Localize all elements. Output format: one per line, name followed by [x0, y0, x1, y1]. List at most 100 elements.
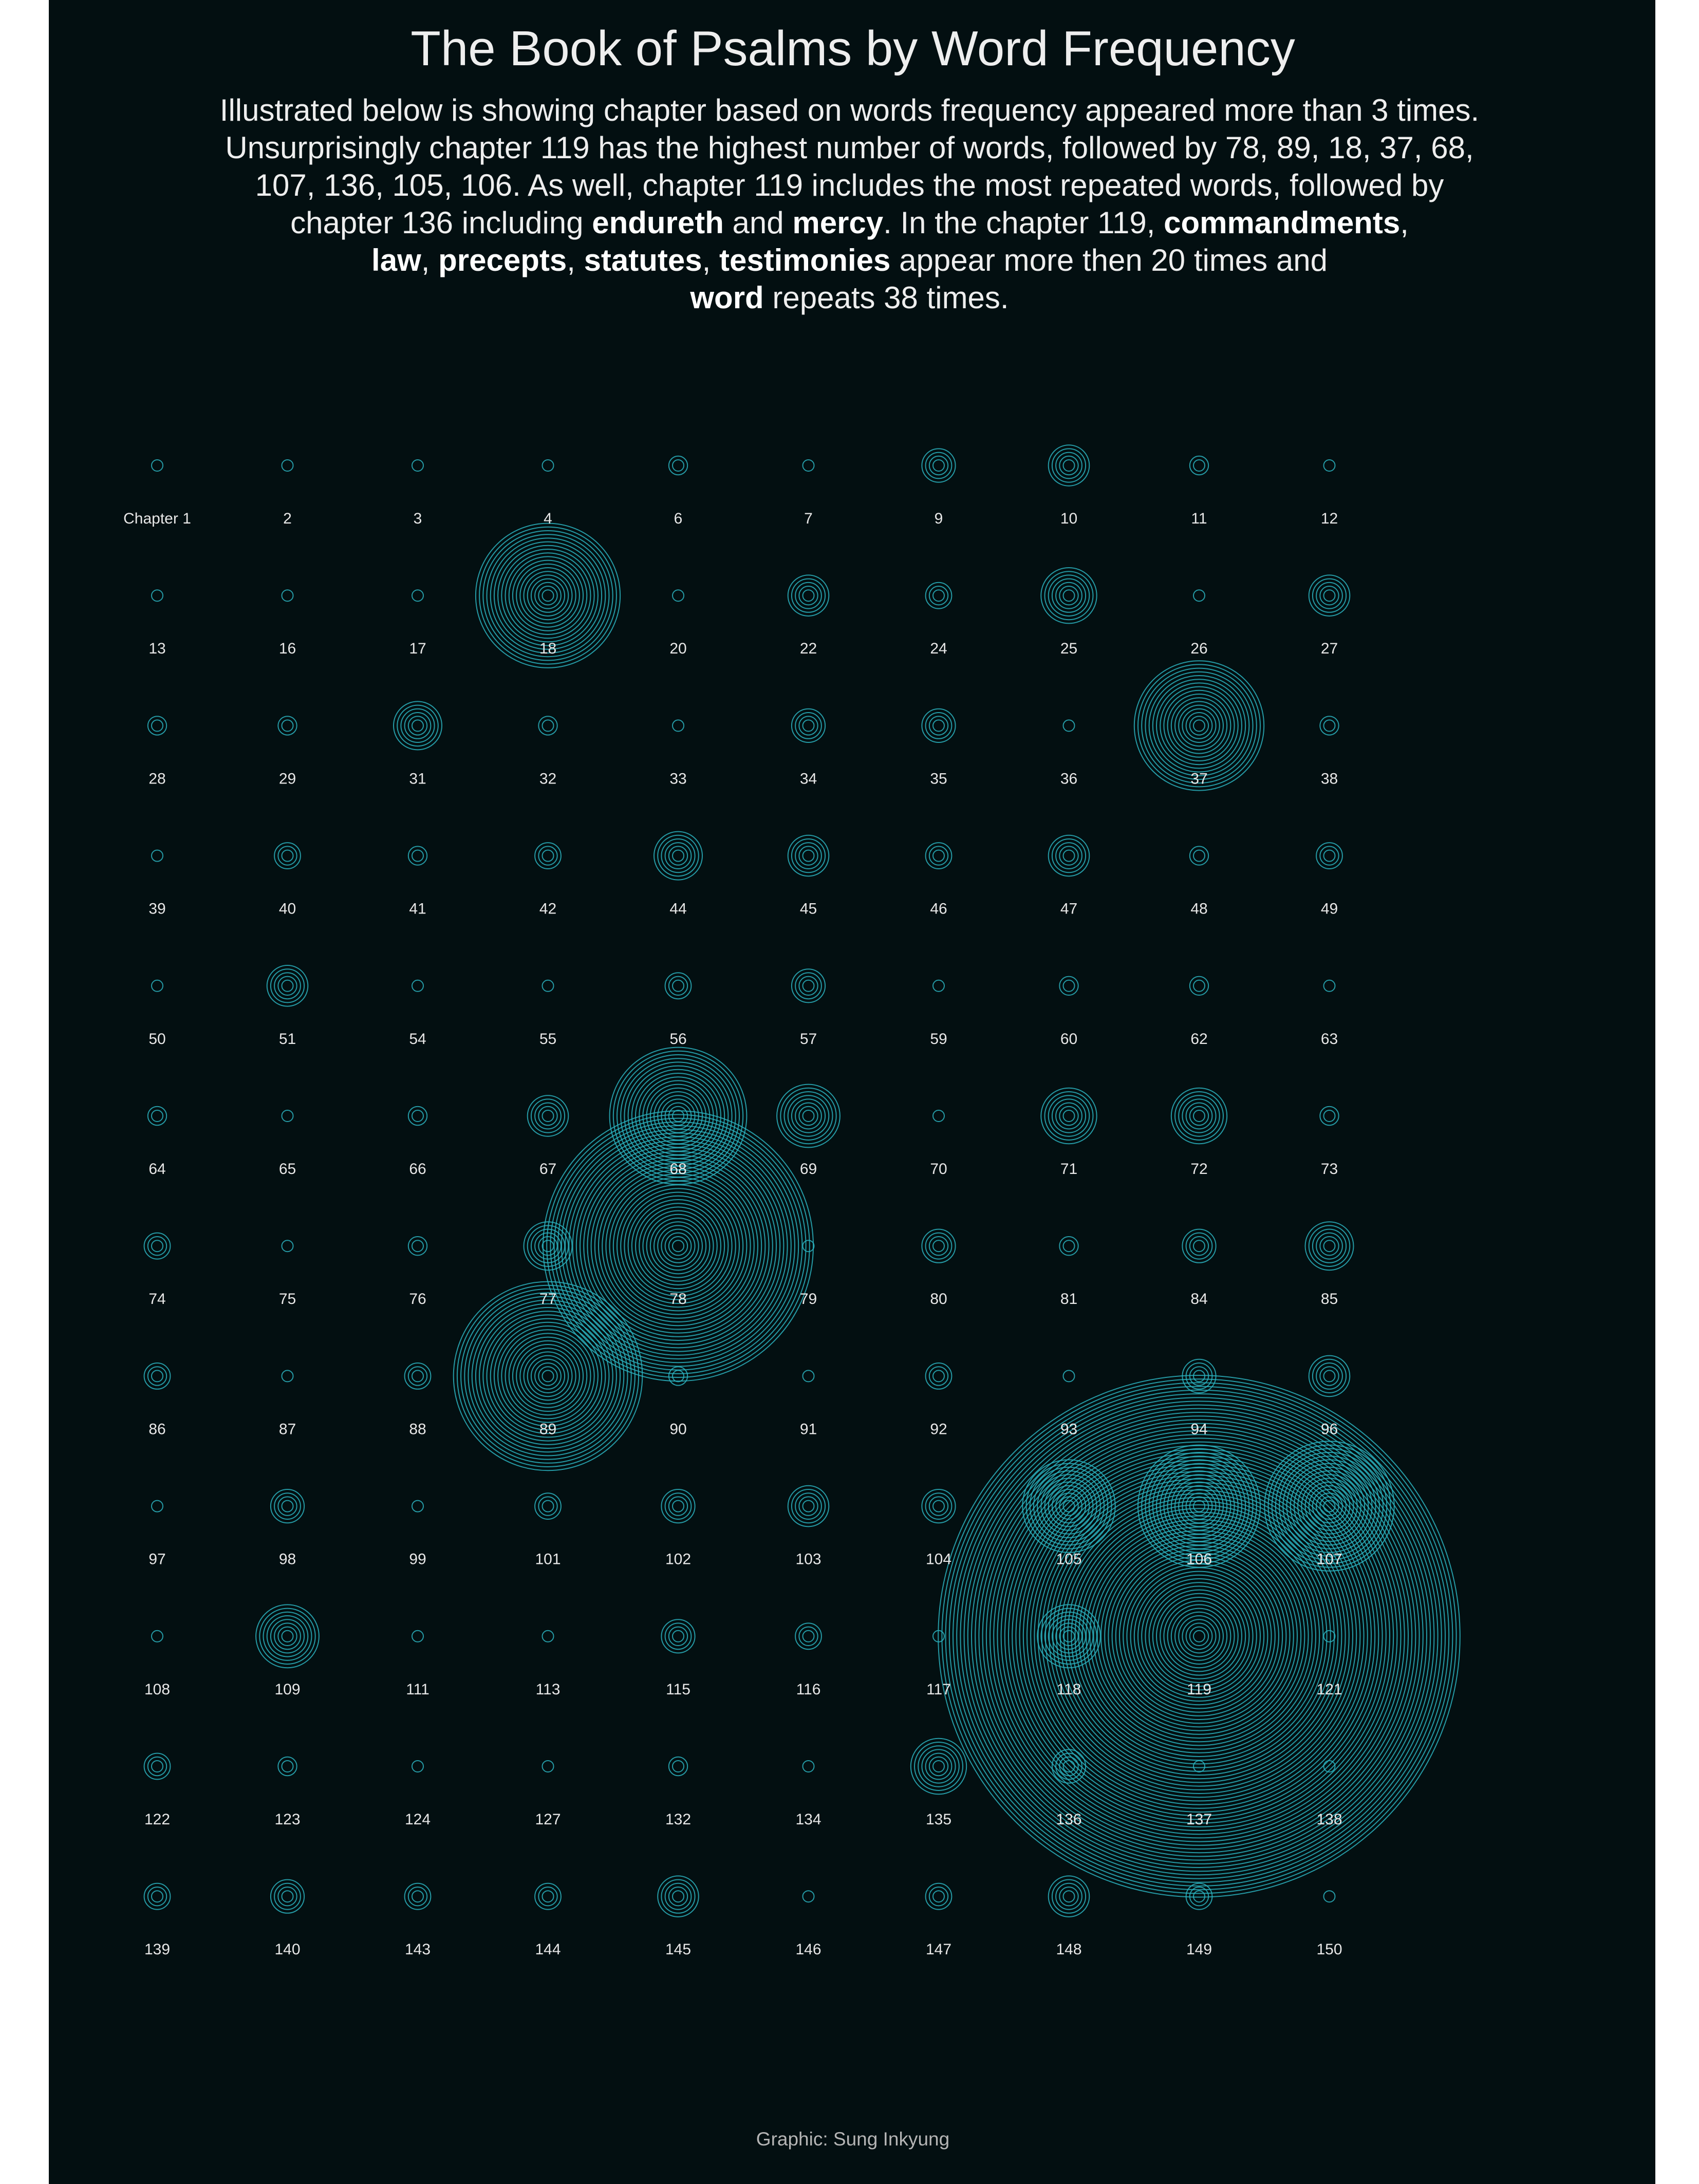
ring	[639, 1206, 718, 1285]
ring	[932, 1500, 945, 1513]
chapter-119-rings	[938, 1375, 1461, 1898]
chapter-label: 79	[800, 1291, 817, 1308]
chapter-label: 137	[1186, 1811, 1212, 1828]
ring	[668, 1366, 688, 1386]
ring	[1055, 1882, 1082, 1910]
chapter-49-rings	[1316, 842, 1343, 869]
ring	[519, 567, 576, 624]
subtitle-keyword: commandments	[1164, 206, 1401, 240]
ring	[1193, 849, 1205, 862]
ring	[646, 1214, 711, 1278]
ring	[661, 1489, 696, 1524]
chapter-1-rings	[151, 459, 163, 472]
ring	[281, 1240, 294, 1253]
ring	[471, 1299, 625, 1453]
ring	[404, 712, 432, 739]
chapter-label: 85	[1321, 1291, 1338, 1308]
chapter-label: 57	[800, 1031, 817, 1048]
ring	[948, 1386, 1450, 1887]
chapter-label: 118	[1057, 1681, 1081, 1698]
ring	[266, 965, 309, 1007]
ring	[1193, 1370, 1205, 1383]
ring	[519, 1348, 576, 1405]
chapter-label: 86	[148, 1421, 165, 1438]
ring	[270, 1879, 305, 1914]
chapter-134-rings	[802, 1760, 815, 1772]
ring	[1316, 1492, 1343, 1520]
ring	[1055, 1752, 1082, 1780]
ring	[605, 1173, 751, 1319]
ring	[1055, 1102, 1082, 1130]
ring	[151, 1240, 163, 1253]
chapter-label: 24	[930, 640, 947, 657]
chapter-85-rings	[1304, 1221, 1354, 1271]
ring	[508, 1336, 588, 1416]
ring	[1026, 1463, 1372, 1809]
chapter-label: 121	[1316, 1681, 1342, 1698]
chapter-122-rings	[143, 1752, 171, 1780]
chapter-label: 97	[148, 1551, 165, 1568]
chapter-label: 45	[800, 901, 817, 918]
ring	[975, 1412, 1424, 1861]
chapter-26-rings	[1193, 589, 1205, 602]
chapter-132-rings	[668, 1756, 688, 1777]
ring	[274, 1492, 301, 1520]
chapter-101-rings	[534, 1492, 562, 1520]
ring	[281, 589, 294, 602]
ring	[928, 716, 949, 736]
ring	[1104, 1541, 1294, 1731]
chapter-label: 101	[535, 1551, 561, 1568]
ring	[508, 556, 588, 635]
ring	[497, 545, 599, 646]
ring	[407, 1887, 428, 1907]
ring	[151, 1500, 163, 1513]
ring	[542, 1630, 554, 1642]
chapter-label: 35	[930, 770, 947, 787]
ring	[482, 1311, 613, 1442]
chapter-label: 47	[1060, 901, 1077, 918]
ring	[1308, 1485, 1351, 1527]
ring	[412, 849, 424, 862]
ring	[456, 1284, 640, 1467]
ring	[798, 1626, 818, 1647]
ring	[1051, 1098, 1087, 1133]
ring	[1178, 1095, 1220, 1137]
ring	[1167, 694, 1231, 758]
ring	[542, 1890, 554, 1903]
ring	[151, 1890, 163, 1903]
ring	[1182, 1098, 1217, 1133]
ring	[932, 979, 945, 992]
ring	[583, 1151, 773, 1341]
chapter-label: 90	[669, 1421, 686, 1438]
ring	[1185, 1882, 1213, 1910]
ring	[151, 459, 163, 472]
chapter-33-rings	[672, 719, 684, 732]
ring	[505, 1333, 591, 1420]
ring	[928, 455, 949, 476]
ring	[672, 1110, 684, 1122]
chapter-label: 149	[1186, 1941, 1212, 1958]
chapter-label: 104	[926, 1551, 951, 1568]
ring	[587, 1154, 770, 1337]
ring	[1193, 459, 1205, 472]
ring	[1301, 1478, 1358, 1535]
chapter-73-rings	[1319, 1106, 1339, 1126]
chapter-label: 33	[669, 770, 686, 787]
ring	[795, 1622, 822, 1650]
chapter-label: 87	[279, 1421, 296, 1438]
chapter-label: 139	[144, 1941, 170, 1958]
subtitle-text: appear more then 20 times and	[890, 243, 1328, 277]
chapter-label: 80	[930, 1291, 947, 1308]
ring	[1182, 1619, 1217, 1654]
ring	[277, 1887, 297, 1907]
ring	[527, 1355, 569, 1397]
ring	[490, 537, 606, 654]
chapter-140-rings	[270, 1879, 305, 1914]
chapter-label: 60	[1060, 1031, 1077, 1048]
ring	[534, 582, 562, 609]
ring	[565, 1132, 792, 1359]
chapter-label: 73	[1321, 1161, 1338, 1178]
ring	[534, 842, 562, 869]
ring	[580, 1147, 777, 1345]
